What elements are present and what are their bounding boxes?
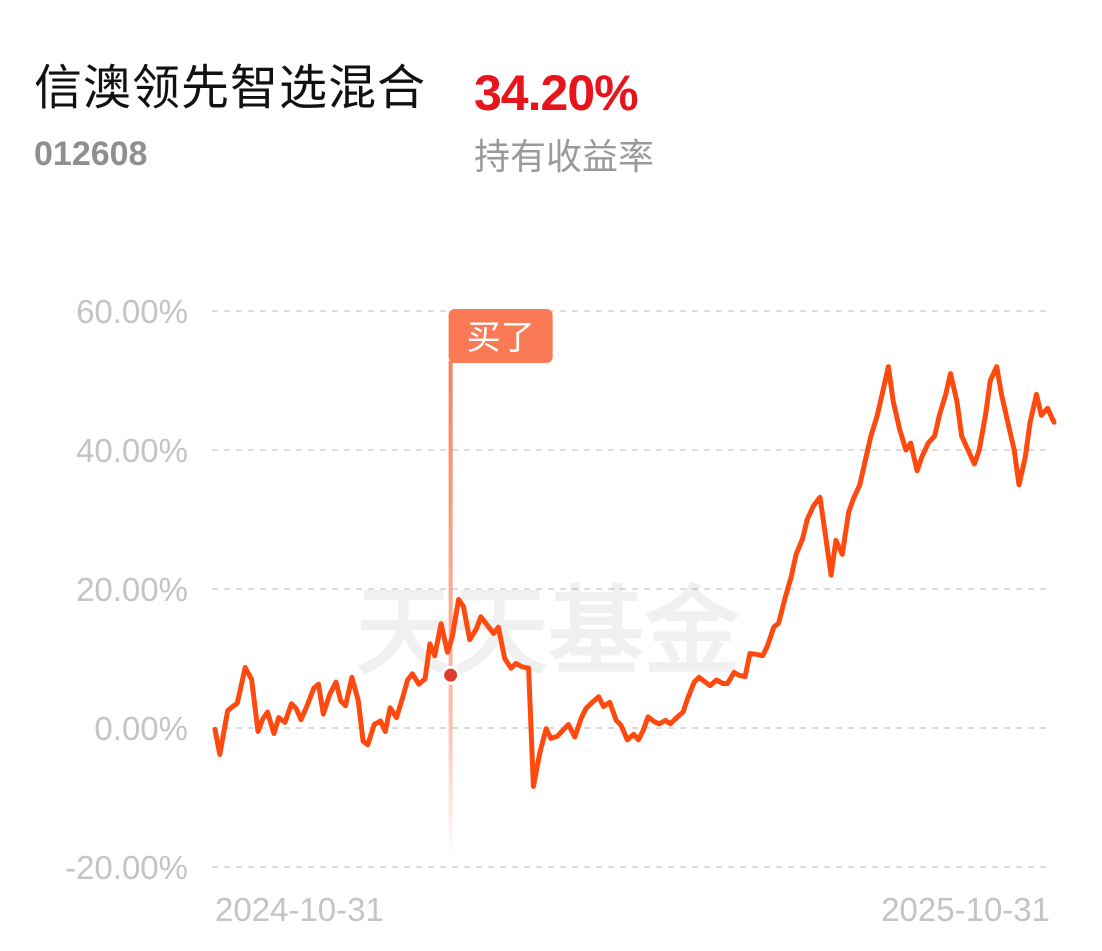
holding-return-label: 持有收益率 xyxy=(474,137,655,178)
x-axis: 2024-10-31 2025-10-31 xyxy=(215,891,1050,928)
buy-marker-tag xyxy=(448,309,553,363)
series-line xyxy=(212,364,1057,789)
watermark: 天天基金 xyxy=(356,575,741,688)
y-axis: 60.00% 40.00% 20.00% 0.00% -20.00% xyxy=(65,293,188,886)
x-tick-label: 2024-10-31 xyxy=(215,891,384,928)
x-tick-label: 2025-10-31 xyxy=(881,891,1050,928)
y-tick-label: -20.00% xyxy=(65,849,188,886)
y-tick-label: 0.00% xyxy=(94,710,188,747)
buy-marker: 买了 xyxy=(448,309,553,860)
buy-marker-line xyxy=(448,361,453,860)
y-tick-label: 40.00% xyxy=(76,432,188,469)
y-tick-label: 20.00% xyxy=(76,571,188,608)
buy-marker-label: 买了 xyxy=(467,318,535,358)
holding-return-value: 34.20% xyxy=(474,65,639,121)
fund-code: 012608 xyxy=(34,135,148,173)
buy-point-dot xyxy=(441,665,461,685)
y-tick-label: 60.00% xyxy=(76,293,188,330)
fund-name: 信澳领先智选混合 xyxy=(34,60,427,116)
